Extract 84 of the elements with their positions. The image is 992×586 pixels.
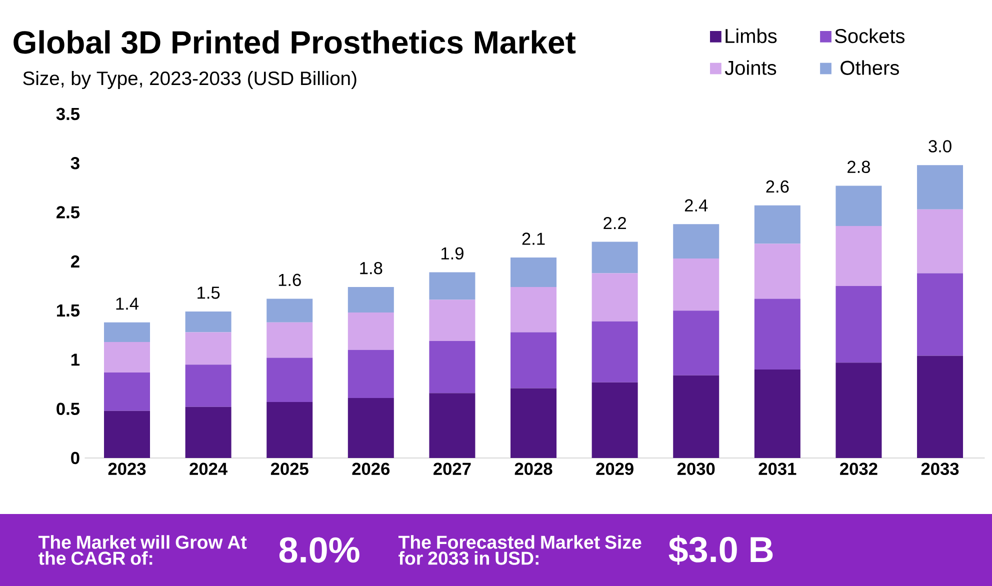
bar bbox=[754, 298, 800, 370]
y-tick-label: 2.5 bbox=[56, 206, 80, 218]
x-tick-label: 2029 bbox=[596, 462, 634, 475]
bar bbox=[836, 362, 882, 458]
bar bbox=[104, 372, 150, 411]
bar bbox=[917, 273, 964, 356]
bar bbox=[592, 242, 638, 274]
bar bbox=[510, 388, 557, 458]
bar bbox=[104, 342, 150, 372]
bar bbox=[429, 341, 476, 394]
chart-title: Global 3D Printed Prosthetics Market bbox=[14, 30, 576, 54]
bar bbox=[429, 300, 476, 342]
text: $3.0 B bbox=[668, 535, 773, 565]
bar bbox=[592, 382, 638, 458]
x-tick-label: 2031 bbox=[758, 462, 796, 475]
bar bbox=[836, 186, 882, 226]
bar bbox=[429, 272, 476, 300]
total-label: 1.5 bbox=[198, 286, 220, 299]
x-tick-label: 2026 bbox=[352, 462, 390, 475]
total-label: 1.6 bbox=[278, 274, 301, 286]
total-label: 1.8 bbox=[360, 262, 382, 274]
bar bbox=[673, 224, 720, 258]
total-label: 2.1 bbox=[522, 232, 545, 245]
y-tick-label: 1 bbox=[71, 354, 80, 366]
bar bbox=[673, 310, 720, 376]
y-tick-label: 3 bbox=[70, 156, 80, 170]
bar bbox=[266, 402, 313, 458]
bar bbox=[185, 332, 232, 365]
total-label: 2.2 bbox=[604, 216, 626, 230]
bar bbox=[917, 356, 964, 458]
x-tick-label: 2025 bbox=[270, 462, 308, 475]
y-tick-label: 2 bbox=[70, 255, 80, 268]
bar bbox=[754, 244, 800, 299]
total-label: 1.4 bbox=[116, 298, 139, 310]
text: 8.0% bbox=[279, 537, 360, 563]
legend-label: Joints bbox=[724, 60, 776, 75]
x-tick-label: 2024 bbox=[190, 462, 228, 475]
bar bbox=[104, 410, 150, 458]
y-tick-label: 0.5 bbox=[56, 402, 80, 415]
bar bbox=[836, 226, 882, 286]
bar bbox=[266, 322, 313, 358]
bar bbox=[754, 205, 800, 244]
x-tick-label: 2028 bbox=[514, 462, 552, 475]
x-tick-label: 2032 bbox=[840, 462, 878, 475]
bar bbox=[185, 312, 232, 332]
bar bbox=[917, 165, 964, 210]
x-tick-label: 2027 bbox=[434, 462, 471, 475]
bar bbox=[510, 257, 557, 287]
bar bbox=[754, 370, 800, 458]
total-label: 2.8 bbox=[848, 160, 870, 174]
bar bbox=[348, 312, 394, 350]
bar bbox=[348, 398, 394, 458]
legend-label: Sockets bbox=[835, 28, 905, 44]
bar bbox=[917, 209, 964, 274]
total-label: 2.6 bbox=[766, 180, 789, 193]
bar bbox=[836, 286, 882, 363]
bar bbox=[185, 364, 232, 407]
x-tick-label: 2030 bbox=[677, 462, 715, 475]
bar bbox=[673, 258, 720, 311]
chart-subtitle: Size, by Type, 2023-2033 (USD Billion) bbox=[23, 70, 356, 90]
bar bbox=[348, 350, 394, 398]
bar bbox=[510, 332, 557, 388]
x-tick-label: 2033 bbox=[921, 462, 959, 475]
bar bbox=[510, 286, 557, 332]
x-tick-label: 2023 bbox=[108, 462, 146, 475]
y-tick-label: 0 bbox=[71, 452, 80, 464]
y-tick-label: 1.5 bbox=[57, 304, 80, 317]
bar bbox=[592, 321, 638, 382]
bar bbox=[266, 298, 313, 322]
legend-label: Others bbox=[840, 60, 899, 75]
text: The Forecasted Market Size for 2033 in USD: bbox=[398, 535, 642, 565]
bar bbox=[429, 393, 476, 458]
total-label: 1.9 bbox=[441, 247, 464, 260]
legend-label: Limbs bbox=[726, 28, 777, 44]
total-label: 2.4 bbox=[684, 199, 708, 212]
bar bbox=[592, 273, 638, 322]
bar bbox=[673, 375, 720, 458]
bar bbox=[104, 322, 150, 342]
bar bbox=[266, 358, 313, 402]
bar bbox=[348, 286, 394, 313]
y-tick-label: 3.5 bbox=[56, 108, 80, 120]
bar bbox=[185, 406, 232, 458]
text: The Market will Grow At the CAGR of: bbox=[38, 535, 247, 565]
total-label: 3.0 bbox=[928, 140, 952, 152]
